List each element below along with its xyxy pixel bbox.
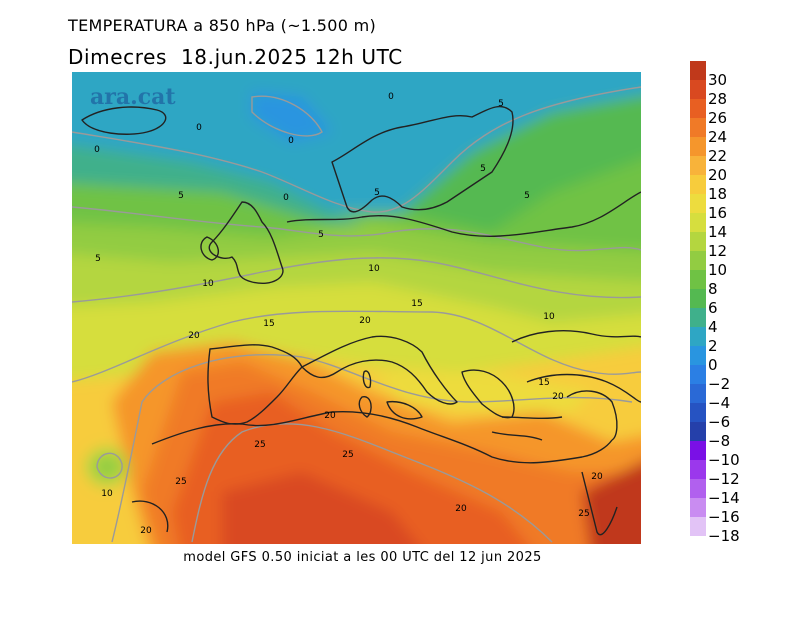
isotherm-lines bbox=[72, 86, 641, 543]
contour-label: 15 bbox=[411, 299, 422, 309]
contour-label: 5 bbox=[374, 188, 380, 198]
contour-label: 20 bbox=[455, 504, 467, 514]
legend-label: 10 bbox=[708, 261, 728, 279]
contour-label: 20 bbox=[552, 392, 564, 402]
legend-swatch bbox=[690, 422, 706, 441]
legend-label: 28 bbox=[708, 90, 728, 108]
legend-label: 20 bbox=[708, 166, 728, 184]
legend-label: −12 bbox=[708, 470, 740, 488]
legend-swatch bbox=[690, 99, 706, 118]
legend-label: −6 bbox=[708, 413, 731, 431]
legend-label: 14 bbox=[708, 223, 728, 241]
contour-label: 20 bbox=[359, 316, 371, 326]
contour-label: 5 bbox=[498, 99, 504, 109]
contour-label: 25 bbox=[175, 477, 186, 487]
legend-label: 16 bbox=[708, 204, 728, 222]
contour-label: 20 bbox=[591, 472, 603, 482]
legend-swatch bbox=[690, 346, 706, 365]
contour-label: 20 bbox=[188, 331, 200, 341]
contour-label: 20 bbox=[324, 411, 336, 421]
contour-label: 5 bbox=[95, 254, 101, 264]
map-svg: 0 0 0 0 0 5 5 5 5 5 5 5 10 10 10 10 15 1… bbox=[72, 72, 641, 544]
legend-label: 12 bbox=[708, 242, 728, 260]
contour-label: 0 bbox=[388, 92, 394, 102]
legend-label: 4 bbox=[708, 318, 718, 336]
legend-label: 18 bbox=[708, 185, 728, 203]
contour-label: 10 bbox=[368, 264, 380, 274]
contour-label: 25 bbox=[254, 440, 265, 450]
legend-label: −4 bbox=[708, 394, 731, 412]
chart-title: TEMPERATURA a 850 hPa (~1.500 m) bbox=[68, 16, 377, 35]
contour-label: 15 bbox=[538, 378, 549, 388]
contour-label: 15 bbox=[263, 319, 274, 329]
legend-label: −8 bbox=[708, 432, 731, 450]
legend-swatch bbox=[690, 213, 706, 232]
legend-label: −18 bbox=[708, 527, 740, 545]
legend-swatch bbox=[690, 327, 706, 346]
contour-label: 25 bbox=[342, 450, 353, 460]
legend-swatch bbox=[690, 365, 706, 384]
contour-label: 5 bbox=[318, 230, 324, 240]
contour-label: 0 bbox=[283, 193, 289, 203]
temperature-map: 0 0 0 0 0 5 5 5 5 5 5 5 10 10 10 10 15 1… bbox=[72, 72, 641, 544]
legend-label: 2 bbox=[708, 337, 718, 355]
legend-label: −16 bbox=[708, 508, 740, 526]
contour-label: 10 bbox=[543, 312, 555, 322]
legend-label: 26 bbox=[708, 109, 728, 127]
contour-label: 0 bbox=[196, 123, 202, 133]
contour-label: 25 bbox=[578, 509, 589, 519]
legend-swatch bbox=[690, 479, 706, 498]
legend-swatch bbox=[690, 308, 706, 327]
legend-swatch bbox=[690, 251, 706, 270]
legend-swatch bbox=[690, 61, 706, 80]
legend-label: −2 bbox=[708, 375, 731, 393]
legend-label: −14 bbox=[708, 489, 740, 507]
model-caption: model GFS 0.50 iniciat a les 00 UTC del … bbox=[183, 550, 542, 565]
contour-label: 5 bbox=[480, 164, 486, 174]
contour-label: 0 bbox=[288, 136, 294, 146]
legend-swatch bbox=[690, 175, 706, 194]
legend-swatch bbox=[690, 289, 706, 308]
legend-label: 0 bbox=[708, 356, 718, 374]
legend-swatch bbox=[690, 403, 706, 422]
contour-label: 5 bbox=[524, 191, 530, 201]
legend-swatch bbox=[690, 384, 706, 403]
legend-swatch bbox=[690, 270, 706, 289]
legend-swatch bbox=[690, 441, 706, 460]
contour-label: 20 bbox=[140, 526, 152, 536]
legend-label: 22 bbox=[708, 147, 728, 165]
date-line: Dimecres 18.jun.2025 12h UTC bbox=[68, 45, 403, 69]
legend-swatch bbox=[690, 80, 706, 99]
legend-swatch bbox=[690, 232, 706, 251]
legend-swatch bbox=[690, 194, 706, 213]
contour-label: 5 bbox=[178, 191, 184, 201]
temperature-field bbox=[72, 72, 641, 544]
contour-label: 10 bbox=[101, 489, 113, 499]
legend-swatch bbox=[690, 137, 706, 156]
coastlines bbox=[81, 105, 641, 536]
legend-label: 6 bbox=[708, 299, 718, 317]
legend-label: 30 bbox=[708, 71, 728, 89]
legend-label: 8 bbox=[708, 280, 718, 298]
legend-swatch bbox=[690, 517, 706, 536]
contour-label: 0 bbox=[94, 145, 100, 155]
legend-label: −10 bbox=[708, 451, 740, 469]
contour-label: 10 bbox=[202, 279, 214, 289]
legend-swatch bbox=[690, 118, 706, 137]
legend-swatch bbox=[690, 460, 706, 479]
legend-swatch bbox=[690, 498, 706, 517]
legend-swatch bbox=[690, 156, 706, 175]
watermark-logo: ara.cat bbox=[90, 84, 176, 110]
legend-label: 24 bbox=[708, 128, 728, 146]
contour-labels: 0 0 0 0 0 5 5 5 5 5 5 5 10 10 10 10 15 1… bbox=[94, 92, 603, 536]
